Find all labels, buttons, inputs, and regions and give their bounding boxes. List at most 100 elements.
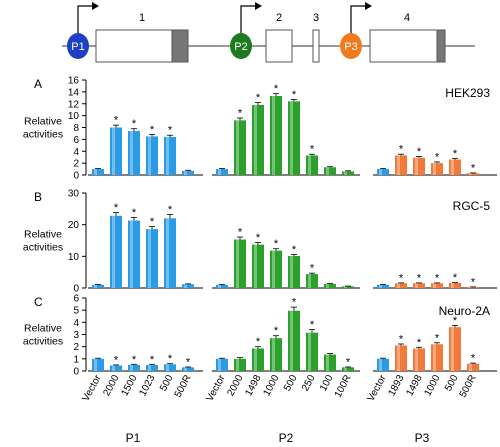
group-label-p3: P3 — [415, 431, 430, 445]
significance-star: * — [274, 325, 279, 337]
bar-highlight — [326, 167, 329, 175]
x-tick-label: 1500 — [119, 373, 139, 398]
gene-map: 1 2 3 4 P1 P2 P3 — [62, 2, 475, 63]
bar-highlight — [344, 367, 347, 371]
bar-p3-500r — [467, 363, 479, 371]
p3-arrow-icon — [350, 5, 365, 34]
bar-p3-1498 — [413, 157, 425, 175]
y-tick-label: 3 — [73, 330, 79, 341]
significance-star: * — [453, 315, 458, 327]
significance-star: * — [256, 336, 261, 348]
x-tick-label: 2000 — [225, 373, 245, 398]
bar-highlight — [433, 344, 436, 371]
bar-p2-100 — [324, 167, 336, 175]
bar-highlight — [236, 239, 239, 288]
bar-highlight — [148, 364, 151, 371]
bar-p2-1498 — [252, 104, 264, 175]
cell-line-label: HEK293 — [445, 86, 490, 100]
y-tick-label: 0 — [73, 284, 79, 295]
y-tick-label: 4 — [73, 147, 79, 158]
p1-marker-label: P1 — [71, 41, 84, 53]
bar-p3-1498 — [413, 348, 425, 371]
x-tick-label: 500R — [458, 373, 479, 399]
y-tick-label: 6 — [73, 135, 79, 146]
p1-arrowhead-icon — [92, 2, 99, 10]
bar-p2-100 — [324, 283, 336, 288]
p3-arrowhead-icon — [365, 2, 372, 10]
significance-star: * — [114, 202, 119, 214]
y-tick-label: 0 — [73, 367, 79, 378]
y-axis-label-line-2: activities — [23, 336, 63, 348]
bar-p3-vector — [377, 284, 389, 288]
promoter-p2: P2 — [230, 2, 262, 59]
significance-star: * — [256, 92, 261, 104]
significance-star: * — [435, 332, 440, 344]
bar-p1-500r — [182, 284, 194, 288]
significance-star: * — [346, 356, 351, 368]
bar-p2-vector — [216, 358, 228, 371]
bar-p1-500r — [182, 367, 194, 371]
bar-highlight — [397, 155, 400, 175]
bar-highlight — [469, 173, 472, 175]
y-tick-label: 2 — [73, 342, 79, 353]
bar-p1-500 — [164, 137, 176, 175]
p2-marker — [230, 33, 252, 59]
x-tick-label: 250 — [300, 373, 318, 393]
bar-highlight — [94, 358, 97, 371]
bar-highlight — [272, 338, 275, 371]
y-tick-label: 20 — [68, 220, 80, 231]
bar-p3-1893 — [395, 345, 407, 371]
p2-marker-label: P2 — [234, 41, 247, 53]
significance-star: * — [399, 144, 404, 156]
bar-highlight — [290, 310, 293, 371]
x-tick-label: 500 — [158, 373, 176, 393]
bar-highlight — [415, 283, 418, 288]
significance-star: * — [310, 319, 315, 331]
bar-highlight — [344, 171, 347, 175]
panel-letter-b: B — [34, 190, 42, 204]
bar-highlight — [415, 157, 418, 175]
p2-arrowhead-icon — [255, 2, 262, 10]
y-tick-label: 1 — [73, 354, 79, 365]
significance-star: * — [238, 108, 243, 120]
bar-p3-vector — [377, 169, 389, 175]
group-label-p2: P2 — [279, 431, 294, 445]
bar-highlight — [254, 104, 257, 175]
bar-highlight — [290, 256, 293, 288]
bar-p2-100 — [324, 354, 336, 371]
y-tick-label: 10 — [68, 111, 80, 122]
bar-highlight — [433, 283, 436, 288]
bar-p1-1500 — [128, 220, 140, 288]
x-tick-label: 1498 — [404, 373, 424, 398]
bar-p1-1023 — [146, 229, 158, 288]
significance-star: * — [238, 227, 243, 239]
x-tick-label: 500R — [173, 373, 194, 399]
bar-p3-1000 — [431, 344, 443, 371]
bar-highlight — [166, 137, 169, 175]
x-tick-label: 100R — [333, 373, 354, 399]
panel-letter-a: A — [34, 77, 42, 91]
bar-p1-500r — [182, 170, 194, 175]
bar-highlight — [326, 354, 329, 371]
bar-p2-1000 — [270, 338, 282, 371]
bar-p1-vector — [92, 284, 104, 288]
x-tick-label: 500 — [443, 373, 461, 393]
significance-star: * — [310, 144, 315, 156]
bar-p3-1498 — [413, 283, 425, 288]
bar-highlight — [236, 120, 239, 175]
p1-marker — [67, 33, 89, 59]
y-axis-label-line-2: activities — [23, 129, 63, 141]
significance-star: * — [453, 272, 458, 284]
bar-p3-vector — [377, 358, 389, 371]
bar-p2-1000 — [270, 250, 282, 288]
exon-1-utr-box — [171, 29, 189, 63]
p2-arrow-icon — [240, 5, 255, 34]
bar-p3-1000 — [431, 163, 443, 175]
significance-star: * — [168, 204, 173, 216]
p3-marker-label: P3 — [344, 41, 357, 53]
bar-p2-vector — [216, 169, 228, 175]
bar-highlight — [236, 358, 239, 371]
